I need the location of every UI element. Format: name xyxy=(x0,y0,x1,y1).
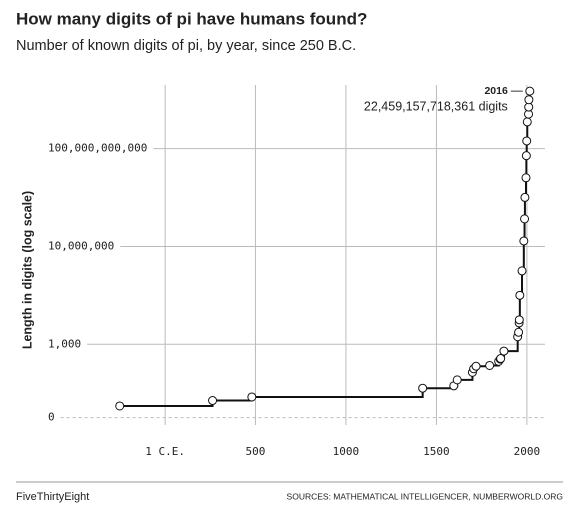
annotation-text: 22,459,157,718,361 digits xyxy=(364,99,508,113)
annotation-label: 2016 xyxy=(484,85,508,97)
data-point xyxy=(524,95,534,105)
data-point xyxy=(499,346,509,356)
data-point xyxy=(247,392,257,402)
data-point xyxy=(452,375,462,385)
data-point xyxy=(522,136,532,146)
data-point xyxy=(524,102,534,112)
data-point xyxy=(517,266,527,276)
x-tick-label: 2000 xyxy=(514,445,541,458)
data-point xyxy=(521,173,531,183)
y-tick-label: 0 xyxy=(48,411,55,424)
x-tick-label: 500 xyxy=(246,445,266,458)
data-point xyxy=(522,117,532,127)
data-point xyxy=(514,315,524,325)
chart-subtitle: Number of known digits of pi, by year, s… xyxy=(16,38,356,54)
y-tick-label: 1,000 xyxy=(48,337,81,350)
data-point xyxy=(519,236,529,246)
x-tick-label: 1000 xyxy=(333,445,360,458)
data-point xyxy=(208,396,218,406)
data-point xyxy=(418,383,428,393)
data-point xyxy=(525,86,535,96)
x-tick-label: 1500 xyxy=(423,445,450,458)
y-axis-label: Length in digits (log scale) xyxy=(20,191,34,349)
step-line xyxy=(119,91,531,407)
x-tick-label: 1 C.E. xyxy=(145,445,185,458)
data-point xyxy=(514,327,524,337)
data-point xyxy=(496,354,506,364)
data-point xyxy=(520,192,530,202)
data-point xyxy=(520,214,530,224)
y-tick-label: 10,000,000 xyxy=(48,239,114,252)
chart-title: How many digits of pi have humans found? xyxy=(16,9,367,28)
y-tick-label: 100,000,000,000 xyxy=(48,142,147,155)
source: SOURCES: MATHEMATICAL INTELLIGENCER, NUM… xyxy=(287,491,563,501)
data-point xyxy=(485,360,495,370)
data-point xyxy=(115,401,125,411)
data-point xyxy=(521,151,531,161)
footer: FiveThirtyEight xyxy=(16,491,89,503)
data-point xyxy=(515,290,525,300)
data-point xyxy=(471,361,481,371)
